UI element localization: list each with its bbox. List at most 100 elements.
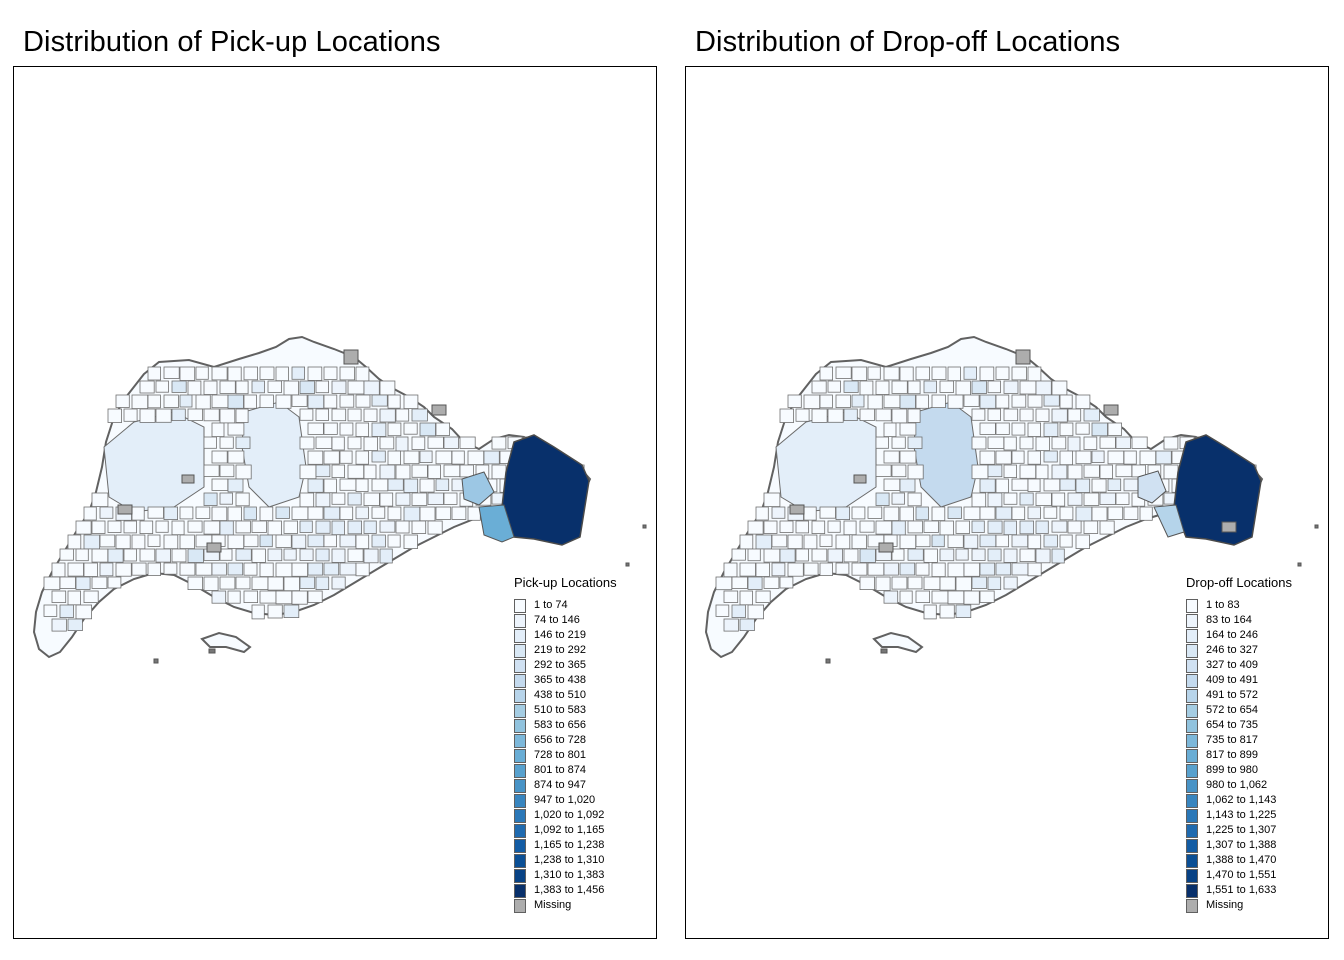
legend-label: 1,165 to 1,238 <box>534 839 605 851</box>
planning-subzone <box>739 534 754 550</box>
planning-subzone <box>1091 422 1108 437</box>
planning-subzone <box>963 590 980 605</box>
planning-subzone <box>1155 450 1172 465</box>
island-small <box>153 658 159 664</box>
planning-subzone <box>739 590 753 606</box>
planning-subzone <box>883 506 900 522</box>
planning-subzone <box>379 380 396 396</box>
planning-subzone <box>75 604 93 620</box>
planning-areas <box>32 335 647 664</box>
legend-label: 146 to 219 <box>534 629 586 641</box>
legend-item: 656 to 728 <box>514 733 617 748</box>
planning-subzone <box>139 380 155 394</box>
planning-subzone <box>987 408 1001 421</box>
legend-swatch <box>1186 748 1198 763</box>
legend-item: 817 to 899 <box>1186 748 1292 763</box>
legend-swatch <box>514 823 526 838</box>
planning-subzone <box>1083 520 1099 534</box>
planning-subzone <box>1075 450 1092 465</box>
planning-subzone <box>275 562 293 578</box>
planning-subzone <box>43 604 58 617</box>
planning-subzone <box>1051 436 1067 450</box>
planning-subzone <box>91 492 109 508</box>
planning-subzone <box>331 380 347 394</box>
planning-subzone <box>363 408 378 422</box>
legend-label: 491 to 572 <box>1206 689 1258 701</box>
planning-subzone <box>1051 520 1068 533</box>
planning-subzone <box>147 534 161 547</box>
planning-subzone <box>1059 450 1074 466</box>
legend-swatch <box>1186 778 1198 793</box>
planning-subzone <box>403 394 419 410</box>
planning-subzone <box>83 534 101 550</box>
planning-subzone <box>1099 520 1115 535</box>
planning-subzone <box>211 590 227 604</box>
planning-subzone <box>763 492 781 508</box>
planning-subzone <box>371 534 386 548</box>
legend-swatch <box>1186 703 1198 718</box>
planning-subzone <box>251 380 265 394</box>
planning-subzone <box>147 506 164 519</box>
pickup-legend-rows: 1 to 74 74 to 146 146 to 219 219 to 292 292 … <box>514 598 617 913</box>
planning-subzone <box>211 450 228 464</box>
planning-subzone <box>875 408 892 422</box>
legend-label: 1,551 to 1,633 <box>1206 884 1277 896</box>
planning-subzone <box>315 380 329 394</box>
planning-subzone <box>371 450 386 463</box>
planning-subzone <box>819 394 833 409</box>
planning-subzone <box>243 366 259 381</box>
planning-subzone <box>323 366 338 380</box>
planning-subzone <box>403 450 420 465</box>
planning-subzone <box>843 548 859 563</box>
legend-item: 327 to 409 <box>1186 658 1292 673</box>
planning-subzone <box>971 576 988 589</box>
planning-subzone <box>1003 464 1018 479</box>
planning-subzone <box>331 408 347 422</box>
planning-subzone <box>283 520 299 534</box>
planning-subzone <box>875 576 891 591</box>
planning-subzone <box>443 492 458 505</box>
planning-subzone <box>227 534 245 549</box>
planning-subzone <box>939 576 956 591</box>
legend-swatch <box>514 793 526 808</box>
planning-subzone <box>171 380 187 393</box>
planning-subzone <box>235 520 251 534</box>
planning-subzone <box>779 520 794 533</box>
planning-subzone <box>827 520 841 533</box>
pickup-map-panel: Pick-up Locations 1 to 74 74 to 146 146 to… <box>13 66 657 939</box>
legend-label: 899 to 980 <box>1206 764 1258 776</box>
planning-subzone <box>971 436 987 450</box>
planning-subzone <box>1011 450 1025 464</box>
planning-subzone <box>843 380 859 393</box>
planning-subzone <box>155 380 169 393</box>
legend-label: 874 to 947 <box>534 779 586 791</box>
planning-subzone <box>979 450 996 465</box>
planning-subzone <box>371 422 387 437</box>
planning-subzone <box>811 380 827 394</box>
planning-subzone <box>979 562 996 576</box>
planning-subzone <box>723 562 738 578</box>
legend-label: Missing <box>1206 899 1244 911</box>
planning-subzone <box>283 380 299 396</box>
planning-subzone <box>219 520 234 536</box>
planning-subzone <box>51 618 67 632</box>
planning-subzone <box>731 576 748 589</box>
island-small <box>642 524 647 529</box>
planning-subzone <box>211 478 229 491</box>
planning-subzone <box>907 548 924 561</box>
planning-subzone <box>483 450 500 465</box>
planning-subzone <box>283 548 297 561</box>
region-missing <box>343 349 359 365</box>
planning-subzone <box>227 590 241 604</box>
planning-subzone <box>1003 520 1017 536</box>
island-south <box>200 631 252 654</box>
planning-subzone <box>931 562 946 578</box>
planning-subzone <box>99 506 114 519</box>
legend-item: 1,062 to 1,143 <box>1186 793 1292 808</box>
planning-subzone <box>371 506 386 519</box>
planning-subzone <box>1003 436 1017 451</box>
planning-subzone <box>347 548 364 563</box>
planning-subzone <box>395 436 409 452</box>
legend-item: 1,551 to 1,633 <box>1186 883 1292 898</box>
planning-subzone <box>1003 380 1019 394</box>
